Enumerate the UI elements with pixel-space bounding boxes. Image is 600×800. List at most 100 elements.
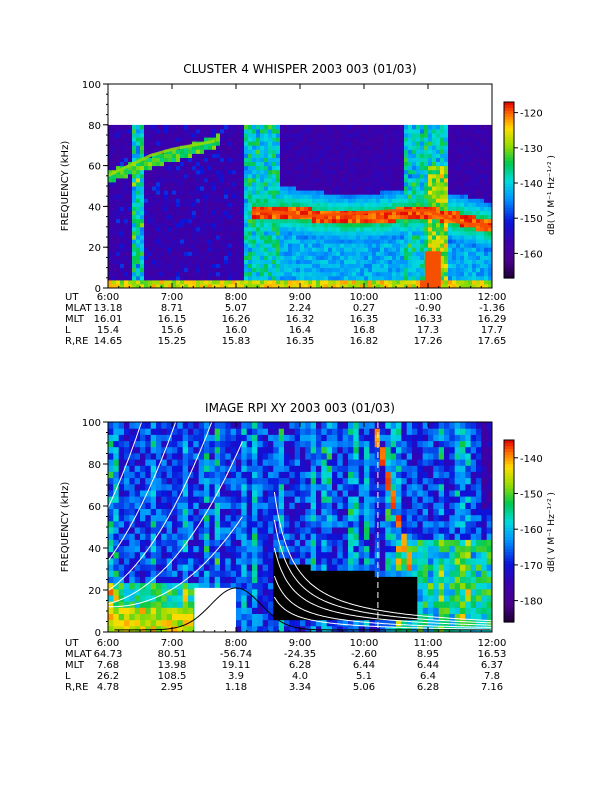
spectrogram-cell [268, 214, 273, 220]
spectrogram-cell [128, 259, 133, 264]
spectrogram-cell [396, 255, 401, 260]
spectrogram-cell [400, 161, 405, 167]
spectrogram-cell [460, 235, 465, 240]
spectrogram-cell [284, 165, 289, 171]
spectrogram-cell [148, 177, 153, 183]
spectrogram-cell [340, 230, 345, 236]
spectrogram-cell [156, 226, 161, 232]
spectrogram-cell [380, 186, 385, 191]
spectrogram-cell [161, 607, 168, 614]
spectrogram-cell [256, 210, 261, 216]
spectrogram-cell [292, 202, 297, 207]
spectrogram-cell [209, 576, 216, 584]
spectrogram-cell [228, 267, 233, 273]
spectrogram-cell [352, 157, 357, 162]
spectrogram-cell [176, 194, 181, 199]
spectrogram-cell [252, 275, 257, 281]
spectrogram-cell [296, 157, 301, 162]
spectrogram-cell [124, 551, 130, 559]
spectrogram-cell [246, 502, 253, 509]
spectrogram-cell [140, 545, 146, 553]
spectrogram-cell [120, 202, 125, 207]
spectrogram-cell [176, 230, 181, 236]
spectrogram-cell [204, 157, 209, 162]
spectrogram-cell [372, 239, 377, 244]
spectrogram-cell [236, 145, 241, 150]
spectrogram-cell [220, 508, 226, 516]
spectrogram-cell [252, 133, 257, 138]
spectrogram-cell [412, 165, 417, 171]
spectrogram-cell [392, 255, 397, 260]
spectrogram-cell [416, 198, 421, 203]
spectrogram-cell [408, 165, 413, 171]
spectrogram-cell [204, 124, 209, 130]
spectrogram-cell [204, 247, 209, 252]
spectrogram-cell [228, 271, 233, 277]
spectrogram-cell [224, 259, 229, 264]
spectrogram-cell [214, 422, 221, 429]
spectrogram-cell [412, 271, 417, 277]
spectrogram-cell [268, 186, 273, 191]
spectrogram-cell [220, 251, 225, 256]
spectrogram-cell [156, 619, 162, 627]
spectrogram-cell [480, 206, 485, 211]
spectrogram-cell [476, 181, 481, 187]
spectrogram-cell [252, 601, 258, 608]
spectrogram-cell [200, 243, 205, 248]
spectrogram-cell [156, 271, 161, 277]
spectrogram-cell [212, 279, 217, 285]
spectrogram-cell [150, 446, 157, 454]
spectrogram-cell [400, 128, 405, 134]
spectrogram-cell [300, 161, 305, 167]
spectrogram-cell [260, 263, 265, 269]
spectrogram-cell [356, 267, 361, 273]
spectrogram-cell [198, 440, 205, 448]
spectrogram-cell [456, 169, 461, 175]
colorbar-tick-label: -120 [520, 109, 543, 120]
spectrogram-cell [420, 271, 425, 277]
spectrogram-cell [134, 440, 141, 448]
spectrogram-cell [161, 489, 168, 497]
spectrogram-cell [204, 483, 210, 491]
spectrogram-cell [336, 177, 341, 183]
spectrogram-cell [456, 255, 461, 260]
spectrogram-cell [212, 145, 217, 150]
spectrogram-cell [276, 239, 281, 244]
spectrogram-cell [214, 446, 221, 454]
spectrogram-cell [408, 149, 413, 154]
spectrogram-cell [384, 226, 389, 232]
spectrogram-cell [344, 161, 349, 167]
spectrogram-cell [456, 226, 461, 232]
colorbar-segment [504, 210, 514, 214]
spectrogram-cell [276, 173, 281, 179]
spectrogram-cell [240, 194, 245, 199]
spectrogram-cell [180, 218, 185, 224]
spectrogram-cell [198, 452, 205, 460]
spectrogram-cell [316, 251, 321, 256]
spectrogram-cell [228, 206, 233, 211]
spectrogram-cell [448, 279, 453, 285]
spectrogram-cell [432, 181, 437, 187]
spectrogram-cell [164, 194, 169, 199]
spectrogram-cell [200, 235, 205, 240]
spectrogram-cell [320, 222, 325, 228]
spectrogram-cell [388, 210, 393, 216]
spectrogram-cell [256, 230, 261, 236]
spectrogram-cell [348, 145, 353, 150]
spectrogram-cell [484, 251, 489, 256]
spectrogram-cell [188, 527, 194, 534]
spectrogram-cell [404, 275, 409, 281]
spectrogram-cell [428, 222, 433, 228]
spectrogram-cell [420, 263, 425, 269]
spectrogram-cell [156, 124, 161, 130]
spectrogram-cell [252, 243, 257, 248]
spectrogram-cell [236, 173, 241, 179]
spectrogram-cell [312, 133, 317, 138]
spectrogram-cell [320, 149, 325, 154]
spectrogram-cell [145, 564, 152, 571]
spectrogram-cell [476, 194, 481, 199]
spectrogram-cell [400, 255, 405, 260]
spectrogram-cell [396, 222, 401, 228]
spectrogram-cell [320, 124, 325, 130]
spectrogram-cell [280, 267, 285, 273]
